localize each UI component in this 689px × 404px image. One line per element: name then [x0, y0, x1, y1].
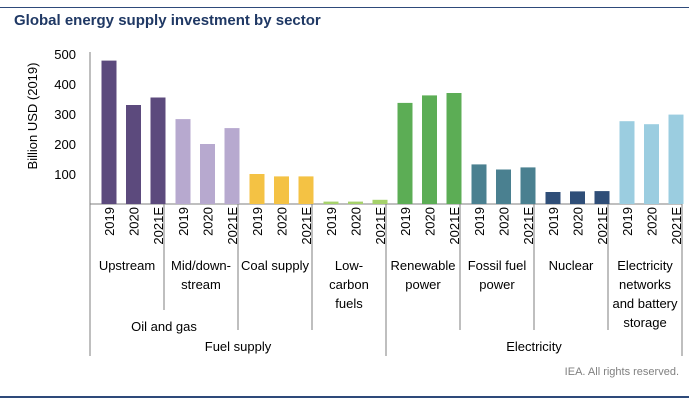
bar [471, 164, 487, 204]
category-label: Low- [335, 258, 363, 273]
bottom-rule [0, 396, 689, 398]
x-tick-label: 2019 [102, 207, 117, 236]
x-tick-label: 2021E [521, 207, 536, 245]
bar [150, 97, 166, 204]
bar [126, 105, 141, 204]
category-label: Upstream [99, 258, 155, 273]
x-tick-label: 2020 [571, 207, 586, 236]
y-tick-label: 300 [54, 107, 76, 122]
x-tick-label: 2021E [225, 207, 240, 245]
category-label: Electricity [617, 258, 673, 273]
group-label-fuel-supply: Fuel supply [205, 339, 272, 354]
x-tick-label: 2019 [398, 207, 413, 236]
category-label: Nuclear [549, 258, 594, 273]
x-tick-label: 2019 [546, 207, 561, 236]
bar [668, 114, 684, 204]
bar [570, 191, 585, 204]
x-tick-label: 2020 [497, 207, 512, 236]
bar [101, 60, 117, 204]
bar [644, 124, 659, 204]
x-tick-label: 2020 [201, 207, 216, 236]
bar-layer [101, 60, 684, 204]
group-label-oil-and-gas: Oil and gas [131, 319, 197, 334]
x-tick-label: 2020 [423, 207, 438, 236]
bar [323, 201, 339, 204]
bar [422, 95, 437, 204]
bar [619, 121, 635, 204]
bar [372, 199, 388, 204]
y-tick-label: 200 [54, 137, 76, 152]
bar [200, 144, 215, 204]
group-label-electricity: Electricity [506, 339, 562, 354]
bar [348, 201, 363, 204]
x-tick-label: 2021E [447, 207, 462, 245]
bar [496, 169, 511, 204]
category-label: stream [181, 277, 221, 292]
axis-layer: 100 200 300 400 500 [54, 47, 683, 356]
category-label: fuels [335, 296, 363, 311]
y-axis-label: Billion USD (2019) [25, 63, 40, 170]
bar [594, 191, 610, 204]
x-tick-label: 2019 [250, 207, 265, 236]
chart-title: Global energy supply investment by secto… [14, 12, 321, 29]
x-tick-label: 2020 [127, 207, 142, 236]
x-tick-label: 2020 [349, 207, 364, 236]
category-label: Mid/down- [171, 258, 231, 273]
x-tick-label: 2020 [645, 207, 660, 236]
bar [175, 119, 191, 204]
bar [397, 102, 413, 204]
category-label: networks [619, 277, 672, 292]
x-tick-label: 2021E [669, 207, 684, 245]
x-tick-label: 2019 [324, 207, 339, 236]
bar [224, 128, 240, 204]
category-label: Coal supply [241, 258, 309, 273]
category-label: power [479, 277, 515, 292]
category-label: and battery [612, 296, 678, 311]
x-tick-label: 2021E [595, 207, 610, 245]
x-tick-label: 2021E [299, 207, 314, 245]
bar [545, 192, 561, 204]
x-tick-label: 2020 [275, 207, 290, 236]
x-tick-label: 2019 [620, 207, 635, 236]
credit-text: IEA. All rights reserved. [564, 366, 679, 378]
bar [446, 93, 462, 204]
bar [298, 176, 314, 204]
x-tick-label: 2019 [176, 207, 191, 236]
bar [520, 167, 536, 204]
bar [249, 174, 265, 204]
x-tick-label: 2019 [472, 207, 487, 236]
category-label: carbon [329, 277, 369, 292]
category-label: Fossil fuel [468, 258, 527, 273]
y-tick-label: 500 [54, 47, 76, 62]
bar [274, 176, 289, 204]
category-label: Renewable [390, 258, 455, 273]
y-tick-label: 400 [54, 77, 76, 92]
y-tick-label: 100 [54, 167, 76, 182]
label-layer: 2019 2020 2021E Upstream 2019 2020 2021E Mid/do… [99, 207, 684, 354]
top-rule [0, 7, 689, 8]
x-tick-label: 2021E [151, 207, 166, 245]
category-label: power [405, 277, 441, 292]
x-tick-label: 2021E [373, 207, 388, 245]
category-label: storage [623, 315, 666, 330]
